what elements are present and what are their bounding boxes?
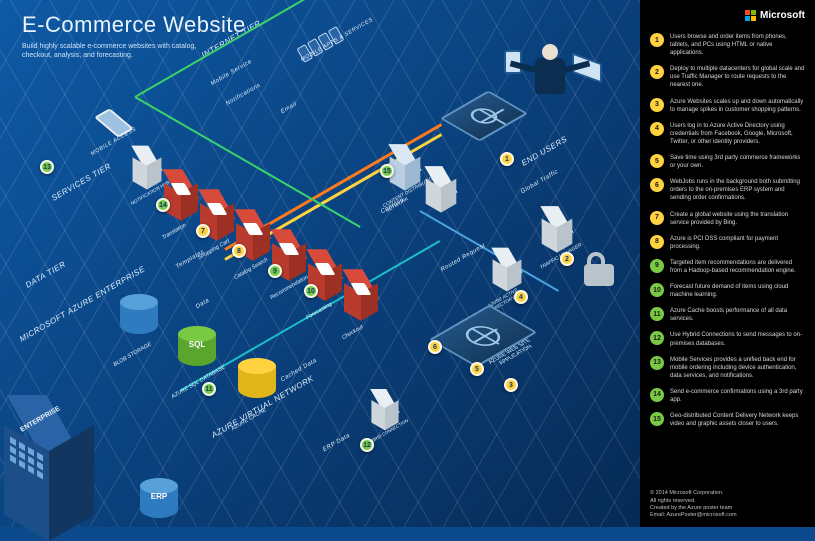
legend-text: WebJobs runs in the background both subm… xyxy=(670,178,805,202)
node-service: Translation xyxy=(164,178,198,218)
legend-item: 15 Geo-distributed Content Delivery Netwo… xyxy=(650,412,805,428)
legend-item: 1 Users browse and order items from phone… xyxy=(650,33,805,57)
footer: © 2014 Microsoft Corporation. All rights… xyxy=(650,490,805,519)
marker-10: 10 xyxy=(304,284,318,298)
page-title: E-Commerce Website xyxy=(22,12,246,38)
legend-text: Deploy to multiple datacenters for globa… xyxy=(670,65,805,89)
legend-text: Send e-commerce confirmations using a 3r… xyxy=(670,388,805,404)
marker-14: 14 xyxy=(156,198,170,212)
node-aad: AZURE ACTIVE DIRECTORY xyxy=(493,255,522,289)
legend-text: Forecast future demand of items using cl… xyxy=(670,283,805,299)
marker-3: 3 xyxy=(504,378,518,392)
end-user-icon xyxy=(510,44,590,134)
node-notification-hub: NOTIFICATION HUB xyxy=(133,153,162,187)
legend-number: 8 xyxy=(650,235,664,249)
sidebar: Microsoft 1 Users browse and order items … xyxy=(640,0,815,527)
node-contoso xyxy=(426,174,457,210)
marker-8: 8 xyxy=(232,244,246,258)
legend-item: 11 Azure Cache boosts performance of all … xyxy=(650,307,805,323)
marker-2: 2 xyxy=(560,252,574,266)
legend-number: 14 xyxy=(650,388,664,402)
legend-number: 7 xyxy=(650,211,664,225)
lbl-email: Email xyxy=(280,101,298,115)
marker-7: 7 xyxy=(196,224,210,238)
globe-icon xyxy=(465,105,502,127)
legend-text: Targeted item recommendations are delive… xyxy=(670,259,805,275)
marker-12: 12 xyxy=(360,438,374,452)
marker-4: 4 xyxy=(514,290,528,304)
legend-text: Users log in to Azure Active Directory u… xyxy=(670,122,805,146)
legend-item: 2 Deploy to multiple datacenters for glob… xyxy=(650,65,805,89)
marker-9: 9 xyxy=(268,264,282,278)
legend-item: 13 Mobile Services provides a unified bac… xyxy=(650,356,805,380)
lbl-notifications: Notifications xyxy=(225,82,262,107)
legend-item: 4 Users log in to Azure Active Directory … xyxy=(650,122,805,146)
page-subtitle: Build highly scalable e-commerce website… xyxy=(22,42,222,60)
legend-item: 7 Create a global website using the trans… xyxy=(650,211,805,227)
legend-number: 15 xyxy=(650,412,664,426)
legend-item: 12 Use Hybrid Connections to send message… xyxy=(650,331,805,347)
legend-number: 13 xyxy=(650,356,664,370)
legend-text: Create a global website using the transl… xyxy=(670,211,805,227)
legend-text: Azure is PCI DSS compliant for payment p… xyxy=(670,235,805,251)
legend-text: Users browse and order items from phones… xyxy=(670,33,805,57)
legend-item: 6 WebJobs runs in the background both sub… xyxy=(650,178,805,202)
legend-number: 2 xyxy=(650,65,664,79)
lock-icon xyxy=(584,252,614,286)
legend-text: Azure Cache boosts performance of all da… xyxy=(670,307,805,323)
legend-number: 11 xyxy=(650,307,664,321)
marker-15: 15 xyxy=(380,164,394,178)
legend-number: 4 xyxy=(650,122,664,136)
legend-number: 1 xyxy=(650,33,664,47)
marker-1: 1 xyxy=(500,152,514,166)
legend-text: Geo-distributed Content Delivery Network… xyxy=(670,412,805,428)
marker-13: 13 xyxy=(40,160,54,174)
tier-endusers: END USERS xyxy=(520,134,569,167)
legend-text: Mobile Services provides a unified back … xyxy=(670,356,805,380)
marker-11: 11 xyxy=(202,382,216,396)
lbl-mobile-service: Mobile Service xyxy=(210,59,253,87)
node-erp: ERP xyxy=(140,478,178,522)
legend-number: 5 xyxy=(650,154,664,168)
node-sql: SQL AZURE SQL DATABASE xyxy=(178,326,216,370)
building-enterprise: ENTERPRISE xyxy=(4,418,94,528)
legend-number: 6 xyxy=(650,178,664,192)
brand-logo: Microsoft xyxy=(650,10,805,21)
microsoft-icon xyxy=(745,10,756,21)
lbl-routed: Routed Request xyxy=(440,243,487,273)
legend-number: 12 xyxy=(650,331,664,345)
legend-item: 9 Targeted item recommendations are deliv… xyxy=(650,259,805,275)
node-traffic-mgr: TRAFFIC MANAGER xyxy=(542,214,573,250)
marker-6: 6 xyxy=(428,340,442,354)
node-blob: BLOB STORAGE xyxy=(120,294,158,338)
diagram-canvas: E-Commerce Website Build highly scalable… xyxy=(0,0,640,527)
lbl-erpdata: ERP Data xyxy=(322,433,351,453)
legend-number: 9 xyxy=(650,259,664,273)
brand-text: Microsoft xyxy=(760,10,805,21)
tier-services: SERVICES TIER xyxy=(50,161,113,202)
globe-icon xyxy=(459,322,508,350)
legend-text: Save time using 3rd party commerce frame… xyxy=(670,154,805,170)
lbl-global-traffic: Global Traffic xyxy=(520,169,560,195)
legend-item: 5 Save time using 3rd party commerce fram… xyxy=(650,154,805,170)
node-hybrid: HYBRID CONNECTION xyxy=(371,396,398,428)
node-website: AZURE WEB SITE APPLICATION xyxy=(429,305,538,368)
tier-data: DATA TIER xyxy=(24,260,67,290)
node-cdn: CONTENT DISTRIBUTION NETWORK xyxy=(390,152,421,188)
node-cache: AZURE CACHE xyxy=(238,358,276,402)
legend-item: 3 Azure Websites scales up and down autom… xyxy=(650,98,805,114)
legend-text: Azure Websites scales up and down automa… xyxy=(670,98,805,114)
legend-item: 8 Azure is PCI DSS compliant for payment … xyxy=(650,235,805,251)
legend-list: 1 Users browse and order items from phone… xyxy=(650,33,805,428)
legend-text: Use Hybrid Connections to send messages … xyxy=(670,331,805,347)
lbl-data: Data xyxy=(195,298,211,311)
legend-number: 10 xyxy=(650,283,664,297)
marker-5: 5 xyxy=(470,362,484,376)
legend-item: 10 Forecast future demand of items using … xyxy=(650,283,805,299)
legend-number: 3 xyxy=(650,98,664,112)
node-service: Checkout xyxy=(344,278,378,318)
legend-item: 14 Send e-commerce confirmations using a … xyxy=(650,388,805,404)
